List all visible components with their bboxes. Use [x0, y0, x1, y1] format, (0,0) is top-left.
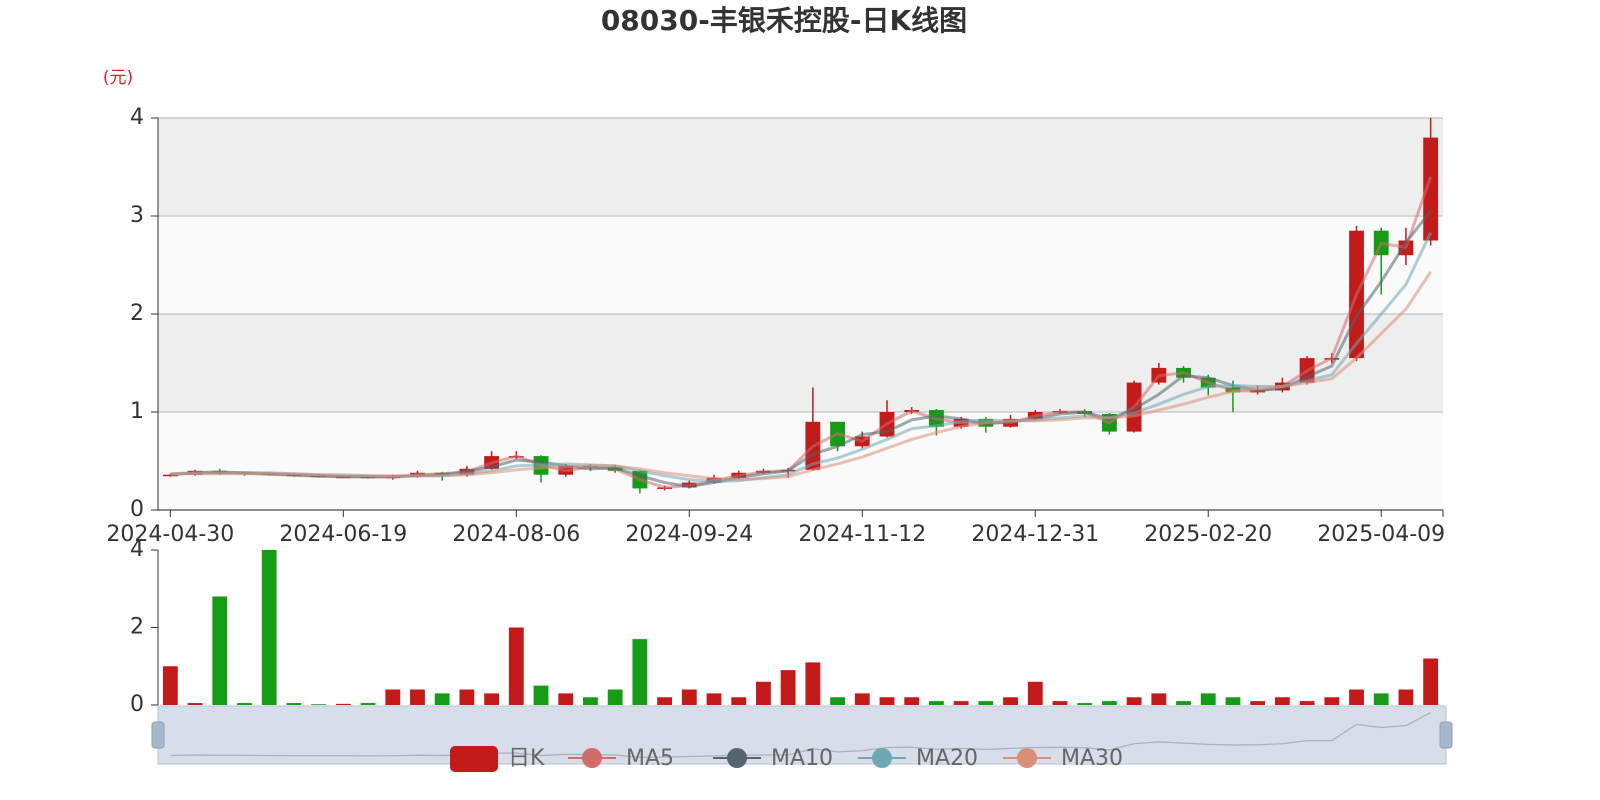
x-tick-label: 2025-02-20 [1144, 522, 1272, 547]
volume-bar [1398, 689, 1414, 705]
volume-bar [681, 689, 697, 705]
volume-y-tick-label: 4 [130, 537, 144, 562]
volume-bar [780, 670, 796, 705]
ma-line [170, 271, 1432, 482]
volume-bar [1027, 681, 1043, 705]
legend-label: MA20 [916, 746, 978, 771]
x-tick-label: 2024-12-31 [971, 522, 1099, 547]
volume-bar [879, 697, 895, 705]
volume-bar [706, 693, 722, 705]
volume-bar [1151, 693, 1167, 705]
volume-bar [756, 681, 771, 705]
legend-icon [1017, 748, 1037, 768]
legend-icon [872, 748, 892, 768]
y-axis-unit: (元) [103, 68, 133, 88]
volume-bar [1299, 701, 1315, 705]
volume-bar [1423, 658, 1439, 705]
volume-bar [1373, 693, 1389, 705]
volume-bar [632, 639, 648, 705]
zoom-handle [151, 721, 165, 749]
grid-band [158, 216, 1443, 314]
legend-label: MA5 [626, 746, 674, 771]
legend-label: MA10 [771, 746, 833, 771]
volume-y-tick-label: 0 [130, 692, 144, 717]
volume-bar [1052, 701, 1068, 705]
volume-bar [434, 693, 450, 705]
volume-bar [335, 703, 351, 705]
volume-bar [1225, 697, 1241, 705]
grid-band [158, 314, 1443, 412]
volume-bar [731, 697, 747, 705]
volume-bar [1003, 697, 1018, 705]
legend-icon [450, 746, 498, 772]
volume-bar [657, 697, 672, 705]
y-tick-label: 3 [130, 203, 144, 228]
volume-bar [286, 703, 302, 705]
volume-bar [1200, 693, 1216, 705]
y-tick-label: 0 [130, 497, 144, 522]
volume-bar [1176, 701, 1191, 705]
volume-bar [533, 685, 549, 705]
x-tick-label: 2024-11-12 [798, 522, 926, 547]
volume-bar [484, 693, 500, 705]
volume-y-tick-label: 2 [130, 615, 144, 640]
volume-bar [1349, 689, 1364, 705]
legend-icon [727, 748, 747, 768]
y-tick-label: 2 [130, 301, 144, 326]
y-tick-label: 1 [130, 399, 144, 424]
chart-title: 08030-丰银禾控股-日K线图 [601, 4, 967, 37]
volume-bar [854, 693, 870, 705]
volume-bar [1274, 697, 1290, 705]
volume-bar [1101, 701, 1117, 705]
volume-bar [311, 704, 327, 705]
volume-bar [904, 697, 920, 705]
volume-bar [212, 596, 228, 705]
volume-bar [508, 627, 524, 705]
volume-bar [162, 666, 178, 705]
volume-bar [237, 703, 252, 705]
x-tick-label: 2024-08-06 [452, 522, 580, 547]
volume-bar [607, 689, 623, 705]
y-tick-label: 4 [130, 105, 144, 130]
volume-bar [805, 662, 821, 705]
zoom-slider [157, 705, 1447, 765]
volume-bar [385, 689, 401, 705]
volume-bar [1126, 697, 1142, 705]
legend-label: 日K [508, 746, 545, 771]
volume-bar [261, 550, 277, 705]
volume-bar [830, 697, 845, 705]
volume-bar [558, 693, 574, 705]
volume-bar [978, 701, 994, 705]
legend-label: MA30 [1061, 746, 1123, 771]
x-tick-label: 2025-04-09 [1317, 522, 1445, 547]
candle-body [162, 474, 178, 477]
volume-bar [1077, 703, 1093, 705]
legend-icon [582, 748, 602, 768]
volume-bar [1324, 697, 1340, 705]
x-tick-label: 2024-04-30 [106, 522, 234, 547]
volume-bar [459, 689, 475, 705]
volume-bar [187, 703, 203, 705]
volume-bar [360, 703, 376, 705]
x-tick-label: 2024-06-19 [279, 522, 407, 547]
volume-bar [1250, 701, 1266, 705]
x-tick-label: 2024-09-24 [625, 522, 753, 547]
grid-band [158, 118, 1443, 216]
volume-bar [929, 701, 944, 705]
volume-bar [583, 697, 598, 705]
zoom-handle [1439, 721, 1453, 749]
volume-bar [410, 689, 425, 705]
volume-bar [953, 701, 969, 705]
zoom-mini-line [170, 711, 1431, 758]
